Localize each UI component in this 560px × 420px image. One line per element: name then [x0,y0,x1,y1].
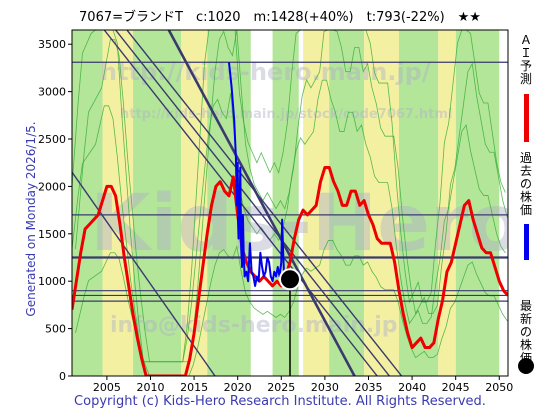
chart-title: 7067=ブランドT c:1020 m:1428(+40%) t:793(-22… [79,10,481,25]
envelope-line [75,30,508,363]
x-tick-label: 2045 [442,381,470,394]
legend-swatch-forecast [524,94,529,142]
x-tick-label: 2035 [354,381,382,394]
past-price-line [227,62,291,287]
y-tick-label: 3000 [38,86,66,99]
trend-lines [72,30,403,376]
y-tick-label: 1500 [38,228,66,241]
green-band [207,30,251,376]
legend-label-past: 過去の株価 [519,151,532,217]
current-price-dot [279,268,301,291]
legend-item-current: 最新の株価 [518,300,534,378]
watermark-url-page: http://kids-hero.main.jp/stock/code7067.… [120,107,452,122]
legend-swatch-current [518,358,534,374]
forecast-line [72,165,508,376]
x-tick-label: 2025 [267,381,295,394]
legend-item-past: 過去の株価 [518,152,534,260]
yellow-band [438,30,456,376]
trend-line [115,30,390,376]
x-tick-label: 2010 [136,381,164,394]
y-tick-label: 2000 [38,180,66,193]
legend-label-current: 最新の株価 [519,299,532,365]
trend-line [167,30,356,376]
generated-date-label: Generated on Monday 2026/1/5. [24,121,38,317]
green-band [272,30,299,376]
envelope-line [72,30,506,363]
envelope-line [75,240,508,376]
x-tick-label: 2040 [398,381,426,394]
y-tick-label: 500 [45,323,66,336]
y-tick-label: 2500 [38,133,66,146]
x-tick-label: 2015 [180,381,208,394]
x-tick-label: 2050 [485,381,513,394]
x-tick-label: 2020 [224,381,252,394]
axes: 0 500 1000 1500 2000 2500 3000 3500 2005 2010 2015… [38,38,513,394]
x-tick-label: 2005 [93,381,121,394]
plot-frame [71,29,509,377]
legend-label-forecast: ＡＩ予測 [519,33,532,86]
y-tick-label: 3500 [38,38,66,51]
x-tick-label: 2030 [311,381,339,394]
copyright-text: Copyright (c) Kids-Hero Research Institu… [74,394,486,409]
yellow-band [364,30,399,376]
trend-line [126,30,403,376]
y-tick-label: 0 [59,370,66,383]
data-series [72,62,508,376]
green-band [455,30,500,376]
y-tick-label: 1000 [38,275,66,288]
legend-item-forecast: ＡＩ予測 [518,34,534,144]
legend-swatch-past [524,224,529,260]
current-price-marker [279,268,301,376]
